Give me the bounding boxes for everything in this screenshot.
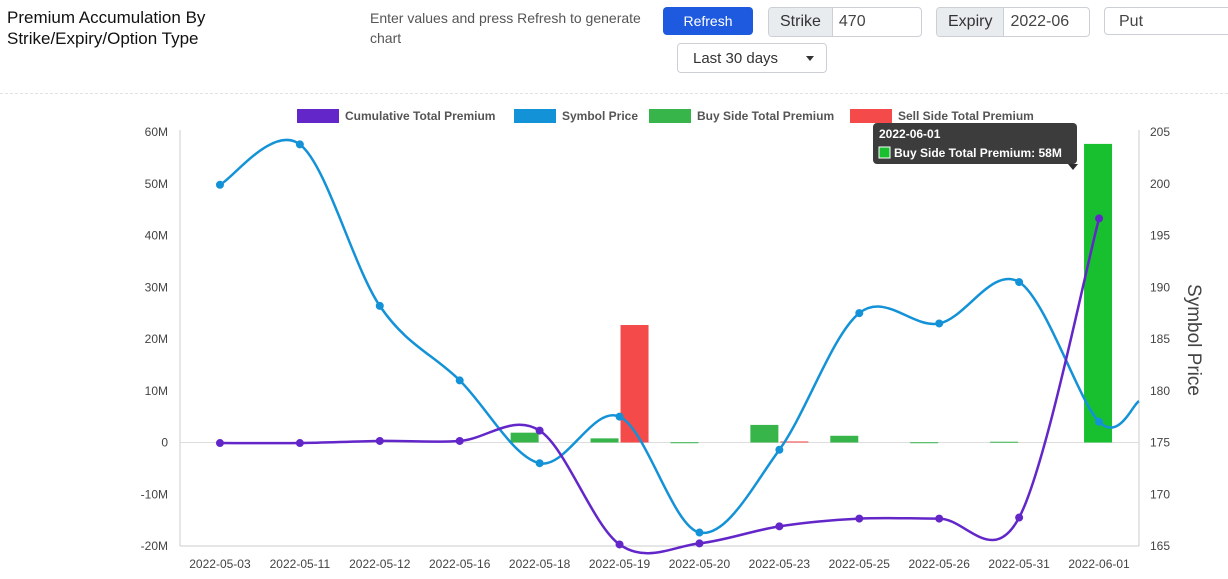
y-right-axis-title: Symbol Price — [1183, 284, 1204, 396]
option-type-select[interactable]: Put — [1104, 7, 1228, 35]
symbol-price-point — [535, 459, 544, 468]
legend-sell-side-label: Sell Side Total Premium — [898, 109, 1034, 123]
buy-side-bar — [510, 432, 539, 443]
x-tick-label: 2022-05-23 — [749, 557, 811, 571]
x-tick-label: 2022-05-03 — [189, 557, 251, 571]
legend-symbol-price-label: Symbol Price — [562, 109, 638, 123]
buy-side-bar — [1084, 143, 1113, 443]
x-tick-label: 2022-05-16 — [429, 557, 491, 571]
cumulative-premium-point — [855, 514, 864, 523]
page-title: Premium Accumulation By Strike/Expiry/Op… — [7, 8, 206, 48]
legend-symbol-price-swatch — [514, 109, 556, 123]
buy-side-bar — [830, 435, 859, 443]
y-right-tick-label: 195 — [1150, 229, 1170, 243]
symbol-price-point — [375, 301, 384, 310]
symbol-price-point — [695, 528, 704, 537]
cumulative-premium-point — [1095, 214, 1104, 223]
x-tick-label: 2022-05-31 — [988, 557, 1050, 571]
cumulative-premium-point — [935, 514, 944, 523]
symbol-price-line — [219, 138, 1140, 535]
strike-input[interactable]: 470 — [838, 13, 866, 30]
y-right-tick-label: 175 — [1150, 436, 1170, 450]
y-left-tick-label: 30M — [145, 280, 168, 294]
date-range-value: Last 30 days — [693, 50, 779, 67]
y-left-tick-label: 20M — [145, 332, 168, 346]
expiry-field[interactable]: Expiry 2022-06 — [936, 7, 1090, 37]
x-tick-label: 2022-05-26 — [909, 557, 971, 571]
cumulative-premium-point — [215, 439, 224, 448]
y-left-tick-label: 50M — [145, 177, 168, 191]
legend-sell-side-swatch — [850, 109, 892, 123]
cumulative-premium-point — [295, 439, 304, 448]
legend-cumulative-swatch — [297, 109, 339, 123]
buy-side-bar — [910, 442, 939, 444]
y-left-tick-label: -10M — [141, 487, 168, 501]
tooltip-text: Buy Side Total Premium: 58M — [894, 146, 1062, 160]
buy-side-bar — [670, 442, 699, 444]
cumulative-premium-point — [535, 426, 544, 435]
tooltip-pointer — [1068, 164, 1078, 170]
buy-side-bar — [750, 424, 779, 443]
x-tick-label: 2022-06-01 — [1068, 557, 1130, 571]
buy-side-bar — [990, 441, 1019, 443]
header-divider — [0, 93, 1228, 94]
symbol-price-point — [775, 445, 784, 454]
symbol-price-point — [935, 319, 944, 328]
tooltip-swatch — [878, 146, 891, 159]
y-right-tick-label: 180 — [1150, 384, 1170, 398]
expiry-input[interactable]: 2022-06 — [1010, 13, 1070, 30]
caret-down-icon — [806, 56, 814, 61]
legend-cumulative-label: Cumulative Total Premium — [345, 109, 495, 123]
tooltip-title: 2022-06-01 — [879, 127, 941, 141]
cumulative-premium-line — [219, 218, 1101, 555]
y-right-tick-label: 200 — [1150, 177, 1170, 191]
x-tick-label: 2022-05-11 — [270, 557, 331, 571]
symbol-price-point — [295, 140, 304, 149]
sell-side-bar — [620, 325, 649, 443]
cumulative-premium-point — [775, 522, 784, 531]
symbol-price-point — [855, 309, 864, 318]
symbol-price-point — [215, 180, 224, 189]
y-right-tick-label: 190 — [1150, 280, 1170, 294]
cumulative-premium-point — [375, 436, 384, 445]
y-right-tick-label: 170 — [1150, 487, 1170, 501]
symbol-price-point — [455, 376, 464, 385]
x-tick-label: 2022-05-20 — [669, 557, 731, 571]
symbol-price-point — [615, 412, 624, 421]
y-left-tick-label: 40M — [145, 229, 168, 243]
expiry-label: Expiry — [937, 8, 1005, 36]
refresh-button[interactable]: Refresh — [663, 7, 753, 35]
tooltip-box — [873, 123, 1077, 164]
sell-side-bar — [780, 441, 809, 443]
cumulative-premium-point — [455, 436, 464, 445]
cumulative-premium-point — [1015, 513, 1024, 522]
x-tick-label: 2022-05-18 — [509, 557, 571, 571]
strike-field[interactable]: Strike 470 — [768, 7, 922, 37]
legend-buy-side-label: Buy Side Total Premium — [697, 109, 834, 123]
legend-buy-side-swatch — [649, 109, 691, 123]
x-tick-label: 2022-05-12 — [349, 557, 411, 571]
x-tick-label: 2022-05-19 — [589, 557, 651, 571]
symbol-price-point — [1095, 417, 1104, 426]
cumulative-premium-point — [695, 539, 704, 548]
y-left-tick-label: 10M — [145, 384, 168, 398]
buy-side-bar — [590, 438, 619, 443]
y-left-tick-label: -20M — [141, 539, 168, 553]
y-right-tick-label: 185 — [1150, 332, 1170, 346]
symbol-price-point — [1015, 278, 1024, 287]
instruction-text: Enter values and press Refresh to genera… — [370, 10, 641, 46]
strike-label: Strike — [769, 8, 833, 36]
cumulative-premium-point — [615, 540, 624, 549]
y-left-tick-label: 60M — [145, 125, 168, 139]
y-right-tick-label: 165 — [1150, 539, 1170, 553]
x-tick-label: 2022-05-25 — [829, 557, 891, 571]
date-range-select[interactable]: Last 30 days — [677, 43, 827, 73]
y-right-tick-label: 205 — [1150, 125, 1170, 139]
y-left-tick-label: 0 — [161, 436, 168, 450]
